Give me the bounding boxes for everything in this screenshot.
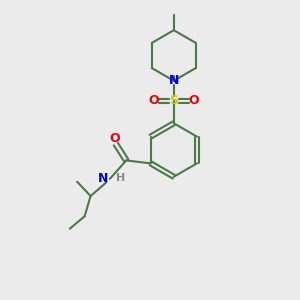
Text: O: O xyxy=(148,94,159,107)
Text: N: N xyxy=(169,74,179,87)
Text: O: O xyxy=(188,94,199,107)
Text: N: N xyxy=(98,172,108,185)
Text: H: H xyxy=(116,173,126,183)
Text: S: S xyxy=(169,94,178,107)
Text: O: O xyxy=(109,132,120,145)
